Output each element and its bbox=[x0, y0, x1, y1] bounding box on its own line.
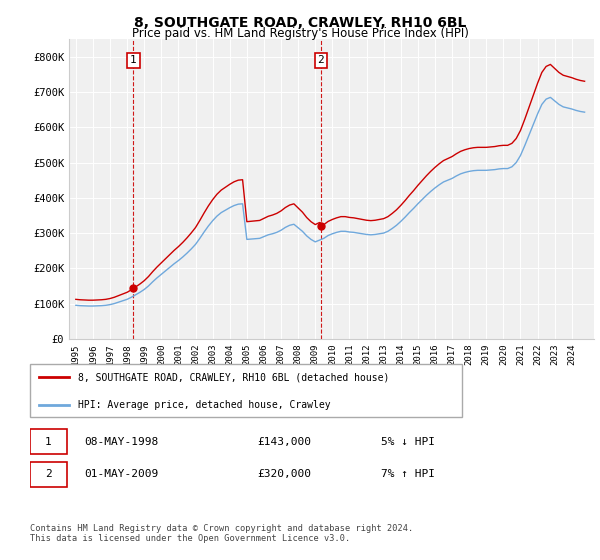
Text: Contains HM Land Registry data © Crown copyright and database right 2024.
This d: Contains HM Land Registry data © Crown c… bbox=[30, 524, 413, 543]
Text: 5% ↓ HPI: 5% ↓ HPI bbox=[381, 437, 435, 447]
Text: £320,000: £320,000 bbox=[257, 469, 311, 479]
Text: 2: 2 bbox=[45, 469, 52, 479]
Text: 8, SOUTHGATE ROAD, CRAWLEY, RH10 6BL: 8, SOUTHGATE ROAD, CRAWLEY, RH10 6BL bbox=[134, 16, 466, 30]
FancyBboxPatch shape bbox=[30, 429, 67, 454]
FancyBboxPatch shape bbox=[30, 364, 462, 417]
Text: 8, SOUTHGATE ROAD, CRAWLEY, RH10 6BL (detached house): 8, SOUTHGATE ROAD, CRAWLEY, RH10 6BL (de… bbox=[77, 372, 389, 382]
Text: HPI: Average price, detached house, Crawley: HPI: Average price, detached house, Craw… bbox=[77, 400, 330, 410]
Text: 7% ↑ HPI: 7% ↑ HPI bbox=[381, 469, 435, 479]
Text: 08-MAY-1998: 08-MAY-1998 bbox=[84, 437, 158, 447]
Text: 2: 2 bbox=[317, 55, 324, 66]
FancyBboxPatch shape bbox=[30, 461, 67, 487]
Text: 01-MAY-2009: 01-MAY-2009 bbox=[84, 469, 158, 479]
Text: £143,000: £143,000 bbox=[257, 437, 311, 447]
Text: 1: 1 bbox=[45, 437, 52, 447]
Text: Price paid vs. HM Land Registry's House Price Index (HPI): Price paid vs. HM Land Registry's House … bbox=[131, 27, 469, 40]
Text: 1: 1 bbox=[130, 55, 137, 66]
